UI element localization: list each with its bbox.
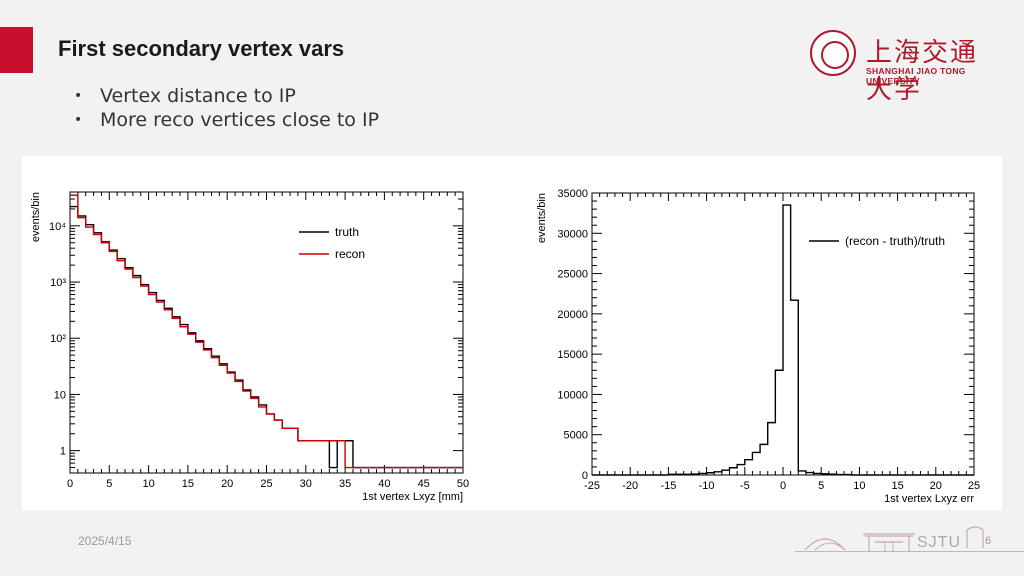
x-tick-label: 40 — [378, 478, 390, 490]
footer-logo-text: SJTU — [917, 534, 961, 551]
x-tick-label: 25 — [260, 478, 272, 490]
bullet-list: Vertex distance to IP More reco vertices… — [74, 84, 379, 132]
university-logo: 上海交通大学 SHANGHAI JIAO TONG UNIVERSITY — [808, 28, 998, 105]
accent-tab — [0, 27, 33, 73]
x-tick-label: 5 — [106, 478, 112, 490]
x-tick-label: 45 — [418, 478, 430, 490]
x-tick-label: 20 — [221, 478, 233, 490]
x-tick-label: 35 — [339, 478, 351, 490]
legend-entry: (recon - truth)/truth — [845, 234, 945, 248]
x-tick-label: 10 — [142, 478, 154, 490]
x-tick-label: 30 — [300, 478, 312, 490]
y-axis-label: events/bin — [536, 193, 548, 243]
x-tick-label: -25 — [584, 480, 600, 492]
x-tick-label: 10 — [853, 480, 865, 492]
y-tick-label: 10³ — [50, 277, 66, 289]
logo-english-name: SHANGHAI JIAO TONG UNIVERSITY — [866, 66, 966, 86]
x-tick-label: 0 — [780, 480, 786, 492]
y-tick-label: 30000 — [557, 228, 588, 240]
x-tick-label: 15 — [891, 480, 903, 492]
chart-panel: 0 5 10 15 20 25 30 35 40 45 50 1 10 10² 10³ 10⁴ 1st vert… — [22, 156, 1002, 510]
x-tick-label: 25 — [968, 480, 980, 492]
slide-title: First secondary vertex vars — [58, 36, 345, 61]
legend-entry: recon — [335, 247, 365, 261]
campus-gate-icon — [804, 526, 984, 551]
y-tick-label: 20000 — [557, 309, 588, 321]
y-tick-label: 10² — [50, 333, 66, 345]
y-tick-label: 10⁴ — [49, 221, 66, 233]
slide-date: 2025/4/15 — [78, 534, 132, 548]
lxyz-histogram: 0 5 10 15 20 25 30 35 40 45 50 1 10 10² 10³ 10⁴ 1st vert… — [30, 191, 469, 503]
logo-chinese-name: 上海交通大学 — [866, 38, 979, 105]
lxyz-err-histogram: -25 -20 -15 -10 -5 0 5 10 15 20 25 0 5000 10000 15000 2… — [536, 188, 980, 505]
y-tick-label: 1 — [60, 446, 66, 458]
plot-frame — [69, 191, 464, 474]
x-tick-label: 20 — [930, 480, 942, 492]
x-tick-label: 50 — [457, 478, 469, 490]
x-tick-label: 5 — [818, 480, 824, 492]
y-tick-label: 15000 — [557, 349, 588, 361]
bullet-item: Vertex distance to IP — [74, 84, 379, 108]
x-axis-label: 1st vertex Lxyz err — [884, 493, 974, 505]
footer-divider — [795, 551, 1024, 552]
histogram-series-0 — [70, 205, 463, 469]
histogram-series-0 — [592, 204, 974, 476]
histogram-series-1 — [70, 194, 463, 469]
x-tick-label: -20 — [622, 480, 638, 492]
legend-entry: truth — [335, 225, 359, 239]
y-tick-label: 35000 — [557, 188, 588, 200]
x-axis-label: 1st vertex Lxyz [mm] — [362, 491, 463, 503]
x-tick-label: -10 — [699, 480, 715, 492]
y-tick-label: 10000 — [557, 389, 588, 401]
y-tick-label: 0 — [582, 470, 588, 482]
page-number: 6 — [985, 535, 992, 547]
seal-icon — [810, 30, 856, 76]
x-tick-label: 0 — [67, 478, 73, 490]
y-tick-label: 5000 — [564, 430, 588, 442]
x-tick-label: -5 — [740, 480, 750, 492]
x-tick-label: 15 — [182, 478, 194, 490]
y-tick-label: 25000 — [557, 269, 588, 281]
bullet-item: More reco vertices close to IP — [74, 108, 379, 132]
y-tick-label: 10 — [54, 389, 66, 401]
x-tick-label: -15 — [660, 480, 676, 492]
y-axis-label: events/bin — [30, 192, 42, 242]
